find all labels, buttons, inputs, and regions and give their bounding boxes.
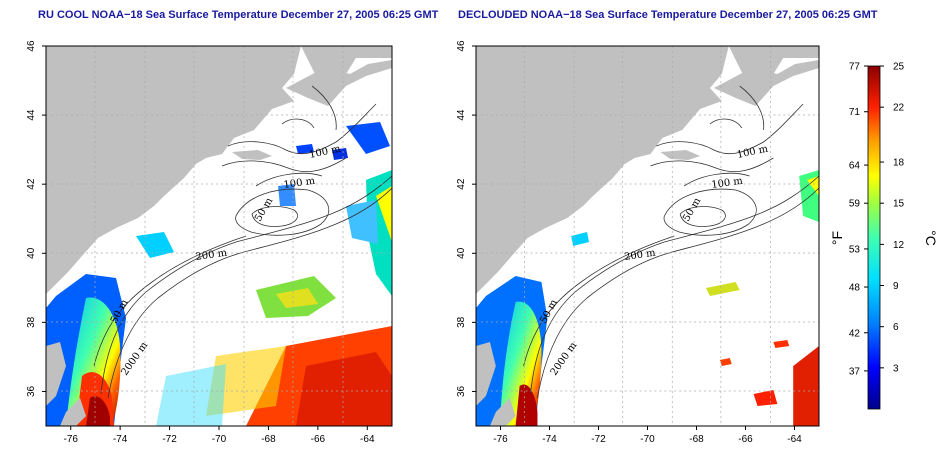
- right-lat-tick-label: 40: [456, 247, 467, 259]
- colorbar-f-tick-label: 37: [849, 366, 861, 377]
- left-lat-tick-label: 40: [26, 247, 37, 259]
- left-map-title: RU COOL NOAA−18 Sea Surface Temperature …: [38, 9, 439, 21]
- right-lat-tick-label: 42: [456, 178, 467, 190]
- left-lon-tick-label: -76: [63, 434, 78, 445]
- colorbar-f-tick-label: 59: [849, 199, 861, 210]
- left-lon-tick-label: -68: [261, 434, 276, 445]
- right-map-axes: -76 -74 -72 -70 -68 -66 -64 36 38 40 42 44 46: [456, 40, 802, 445]
- right-lat-tick-label: 38: [456, 316, 467, 328]
- colorbar-c-tick-label: 25: [893, 62, 905, 73]
- colorbar-ticks: 25 22 18 15 12 9 6 3 77 71 64 59 53 48 42 37: [849, 62, 905, 378]
- left-lat-tick-label: 44: [26, 109, 37, 121]
- colorbar-f-tick-label: 53: [849, 244, 861, 255]
- right-lon-tick-label: -64: [787, 434, 802, 445]
- contour-label-100m-bank: 100 m: [711, 176, 744, 191]
- left-lat-tick-label: 36: [26, 385, 37, 397]
- colorbar-c-tick-label: 6: [893, 322, 899, 333]
- right-sst-patches: [476, 170, 819, 426]
- right-lon-tick-label: -76: [493, 434, 508, 445]
- right-lon-tick-label: -66: [738, 434, 753, 445]
- left-lon-tick-label: -72: [162, 434, 177, 445]
- colorbar-gradient: [867, 65, 881, 410]
- colorbar-c-tick-label: 3: [893, 363, 899, 374]
- left-lon-tick-label: -66: [311, 434, 326, 445]
- left-map-axes: -76 -74 -72 -70 -68 -66 -64 36 38 40 42 44 46: [26, 40, 375, 445]
- left-lat-tick-label: 46: [26, 40, 37, 52]
- right-map: 100 m 100 m 50 m 200 m 50 m 2000 m -76 -7…: [456, 40, 820, 445]
- right-map-title: DECLOUDED NOAA−18 Sea Surface Temperatur…: [458, 9, 878, 21]
- right-lat-tick-label: 36: [456, 385, 467, 397]
- right-lat-tick-label: 44: [456, 109, 467, 121]
- right-lon-tick-label: -72: [591, 434, 606, 445]
- contour-label-100m-bank: 100 m: [283, 176, 316, 191]
- colorbar-f-tick-label: 77: [849, 62, 861, 73]
- contour-label-200m: 200 m: [195, 248, 228, 263]
- colorbar-c-tick-label: 12: [893, 240, 905, 251]
- left-lon-tick-label: -74: [113, 434, 128, 445]
- colorbar-unit-fahrenheit: °F: [829, 231, 845, 245]
- left-lon-tick-label: -64: [360, 434, 375, 445]
- colorbar-f-tick-label: 71: [849, 107, 861, 118]
- colorbar-c-tick-label: 15: [893, 199, 905, 210]
- right-lat-tick-label: 46: [456, 40, 467, 52]
- colorbar-c-tick-label: 18: [893, 158, 905, 169]
- contour-label-200m: 200 m: [624, 248, 657, 263]
- colorbar-unit-celsius: °C: [923, 230, 939, 246]
- left-lat-tick-label: 42: [26, 178, 37, 190]
- left-map: 100 m 100 m 50 m 200 m 50 m 2000 m -76 -7…: [26, 40, 393, 445]
- colorbar-f-tick-label: 48: [849, 283, 861, 294]
- left-lon-tick-label: -70: [212, 434, 227, 445]
- colorbar-f-tick-label: 64: [849, 161, 861, 172]
- left-lat-tick-label: 38: [26, 316, 37, 328]
- right-lon-tick-label: -74: [542, 434, 557, 445]
- colorbar-c-tick-label: 22: [893, 103, 905, 114]
- colorbar-c-tick-label: 9: [893, 281, 899, 292]
- colorbar: 25 22 18 15 12 9 6 3 77 71 64 59 53 48 42 37 °F °C: [829, 62, 939, 410]
- colorbar-f-tick-label: 42: [849, 328, 861, 339]
- right-lon-tick-label: -70: [640, 434, 655, 445]
- left-sst-patches: [46, 122, 392, 426]
- right-lon-tick-label: -68: [689, 434, 704, 445]
